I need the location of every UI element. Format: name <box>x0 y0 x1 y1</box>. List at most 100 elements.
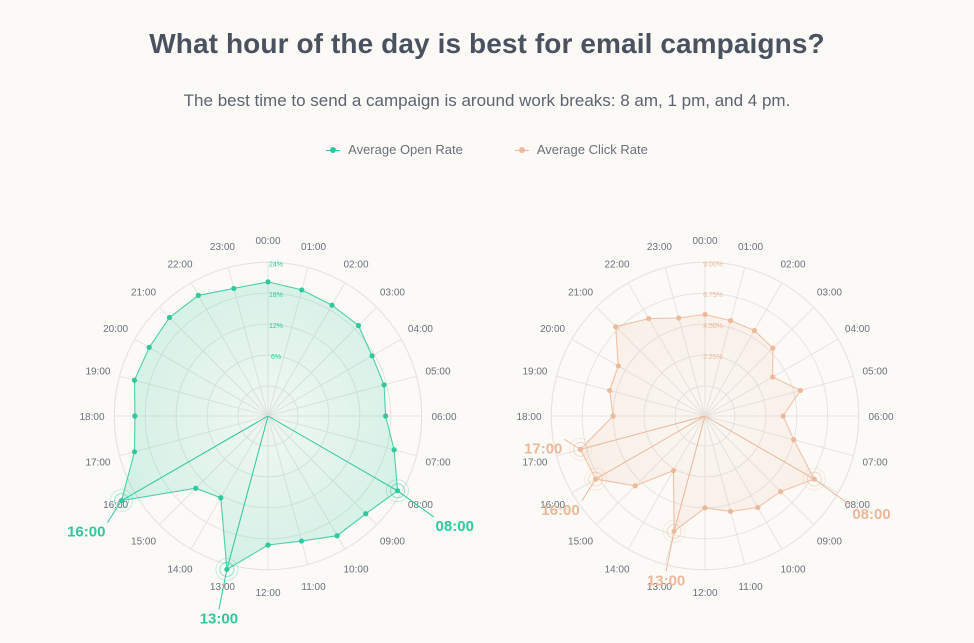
hour-label: 17:00 <box>85 458 110 469</box>
data-point <box>146 344 152 350</box>
hour-label: 18:00 <box>79 412 104 423</box>
data-point <box>727 318 734 324</box>
data-point <box>670 467 677 474</box>
highlight-spoke <box>704 415 815 480</box>
data-point <box>166 314 173 321</box>
hour-label: 16:00 <box>103 500 128 511</box>
data-point <box>131 377 138 383</box>
legend-swatch-open-rate <box>326 146 341 154</box>
highlight-spoke <box>595 415 706 480</box>
data-point <box>218 495 224 501</box>
highlight-ring <box>806 471 822 487</box>
data-point <box>770 374 776 380</box>
data-point <box>231 285 237 292</box>
highlight-ring <box>390 483 406 499</box>
data-point <box>797 387 803 394</box>
legend-swatch-click-rate <box>514 146 529 154</box>
data-point <box>363 511 369 517</box>
hour-label: 15:00 <box>568 536 593 547</box>
callout-label: 17:00 <box>524 440 562 457</box>
legend-label-open-rate: Average Open Rate <box>348 142 463 157</box>
data-point <box>676 315 682 321</box>
highlight-ring <box>109 489 133 513</box>
highlight-spoke <box>673 415 706 532</box>
callout-line <box>581 478 597 502</box>
highlight-ring <box>662 519 686 543</box>
hour-label: 07:00 <box>425 458 450 469</box>
data-point <box>355 322 362 329</box>
radial-tick-label: 9.00% <box>703 261 723 268</box>
hour-label: 10:00 <box>343 564 368 575</box>
hour-label: 21:00 <box>131 288 156 299</box>
radial-tick-label: 24% <box>269 261 283 268</box>
hour-label: 12:00 <box>255 588 280 599</box>
hour-label: 14:00 <box>604 564 629 575</box>
callout-line <box>218 569 228 610</box>
data-point <box>329 302 335 308</box>
legend-item-open-rate[interactable]: Average Open Rate <box>326 142 463 157</box>
hour-label: 01:00 <box>301 242 326 253</box>
highlight-ring <box>386 479 410 503</box>
hour-label: 03:00 <box>817 288 842 299</box>
hour-label: 19:00 <box>85 366 110 377</box>
data-point <box>607 387 613 394</box>
hour-label: 04:00 <box>408 324 433 335</box>
data-point <box>132 413 138 419</box>
hour-label: 06:00 <box>868 412 893 423</box>
hour-label: 07:00 <box>862 458 887 469</box>
hour-label: 15:00 <box>131 536 156 547</box>
hour-label: 22:00 <box>167 260 192 271</box>
hour-label: 03:00 <box>380 288 405 299</box>
hour-label: 20:00 <box>540 324 565 335</box>
hour-label: 02:00 <box>780 260 805 271</box>
hour-label: 06:00 <box>431 412 456 423</box>
callout-label: 13:00 <box>647 572 685 589</box>
hour-label: 19:00 <box>522 366 547 377</box>
legend: Average Open Rate Average Click Rate <box>0 142 974 157</box>
hour-label: 13:00 <box>647 582 672 593</box>
radial-tick-label: 6.75% <box>703 292 723 299</box>
callout-label: 13:00 <box>200 610 238 627</box>
callout-line <box>107 500 122 523</box>
hour-label: 22:00 <box>604 260 629 271</box>
hour-label: 23:00 <box>647 242 672 253</box>
data-point <box>381 382 387 388</box>
data-point <box>265 279 271 285</box>
highlight-ring <box>584 467 608 491</box>
hour-label: 05:00 <box>862 366 887 377</box>
highlight-ring <box>219 561 235 577</box>
data-point <box>770 345 776 351</box>
callout-line <box>397 490 434 518</box>
highlight-ring <box>666 523 682 539</box>
highlight-ring <box>572 441 588 457</box>
data-point <box>334 533 340 539</box>
data-point <box>265 542 271 548</box>
hour-label: 05:00 <box>425 366 450 377</box>
hour-label: 02:00 <box>343 260 368 271</box>
hour-label: 08:00 <box>408 500 433 511</box>
data-point <box>791 437 797 443</box>
data-point <box>383 413 389 419</box>
callout-line <box>564 438 581 450</box>
data-point <box>632 483 638 489</box>
radar-chart-open-rate: 6%12%18%24%00:0001:0002:0003:0004:0005:0… <box>67 236 474 627</box>
data-point <box>780 413 786 419</box>
data-point <box>615 363 621 369</box>
data-point <box>702 311 708 318</box>
radar-chart-click-rate: 2.25%4.50%6.75%9.00%00:0001:0002:0003:00… <box>516 236 893 599</box>
highlight-spoke <box>267 415 398 492</box>
data-point <box>778 489 784 495</box>
legend-label-click-rate: Average Click Rate <box>536 142 648 157</box>
legend-item-click-rate[interactable]: Average Click Rate <box>514 142 648 157</box>
callout-label: 16:00 <box>541 502 579 519</box>
data-point <box>369 353 375 359</box>
highlight-ring <box>588 471 604 487</box>
data-point <box>610 413 616 419</box>
callout-label: 08:00 <box>852 506 890 523</box>
hour-label: 18:00 <box>516 412 541 423</box>
data-point <box>131 449 138 455</box>
highlight-spoke <box>121 415 269 502</box>
data-point <box>391 447 397 453</box>
data-point <box>577 446 584 452</box>
